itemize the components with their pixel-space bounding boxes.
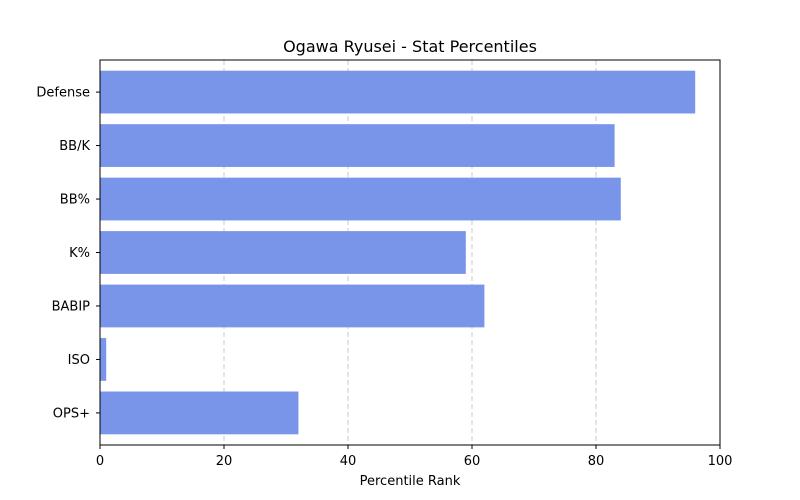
x-tick-label: 60 [464, 454, 481, 469]
y-tick-label: BABIP [52, 299, 91, 314]
y-tick-label: Defense [36, 86, 90, 101]
y-tick-label: K% [69, 246, 90, 261]
bar-defense [100, 70, 696, 114]
x-axis-label: Percentile Rank [360, 474, 461, 489]
y-tick-label: BB% [60, 193, 90, 208]
bar-babip [100, 284, 485, 328]
y-axis-ticks: Defense BB/K BB% K% BABIP ISO OPS+ [36, 86, 100, 421]
bar-iso [100, 338, 107, 381]
x-tick-label: 20 [216, 454, 233, 469]
bar-bb-k [100, 124, 615, 167]
y-tick-label: BB/K [59, 139, 90, 154]
bar-ops- [100, 391, 299, 435]
bars [100, 70, 696, 435]
x-axis-ticks: 0 20 40 60 80 100 [96, 445, 733, 469]
x-tick-label: 40 [340, 454, 357, 469]
x-tick-label: 100 [708, 454, 733, 469]
bar-bb- [100, 177, 621, 221]
chart-title: Ogawa Ryusei - Stat Percentiles [283, 37, 537, 56]
x-tick-label: 0 [96, 454, 104, 469]
y-tick-label: OPS+ [53, 406, 90, 421]
bar-k- [100, 231, 466, 274]
x-tick-label: 80 [588, 454, 605, 469]
y-tick-label: ISO [68, 353, 90, 368]
